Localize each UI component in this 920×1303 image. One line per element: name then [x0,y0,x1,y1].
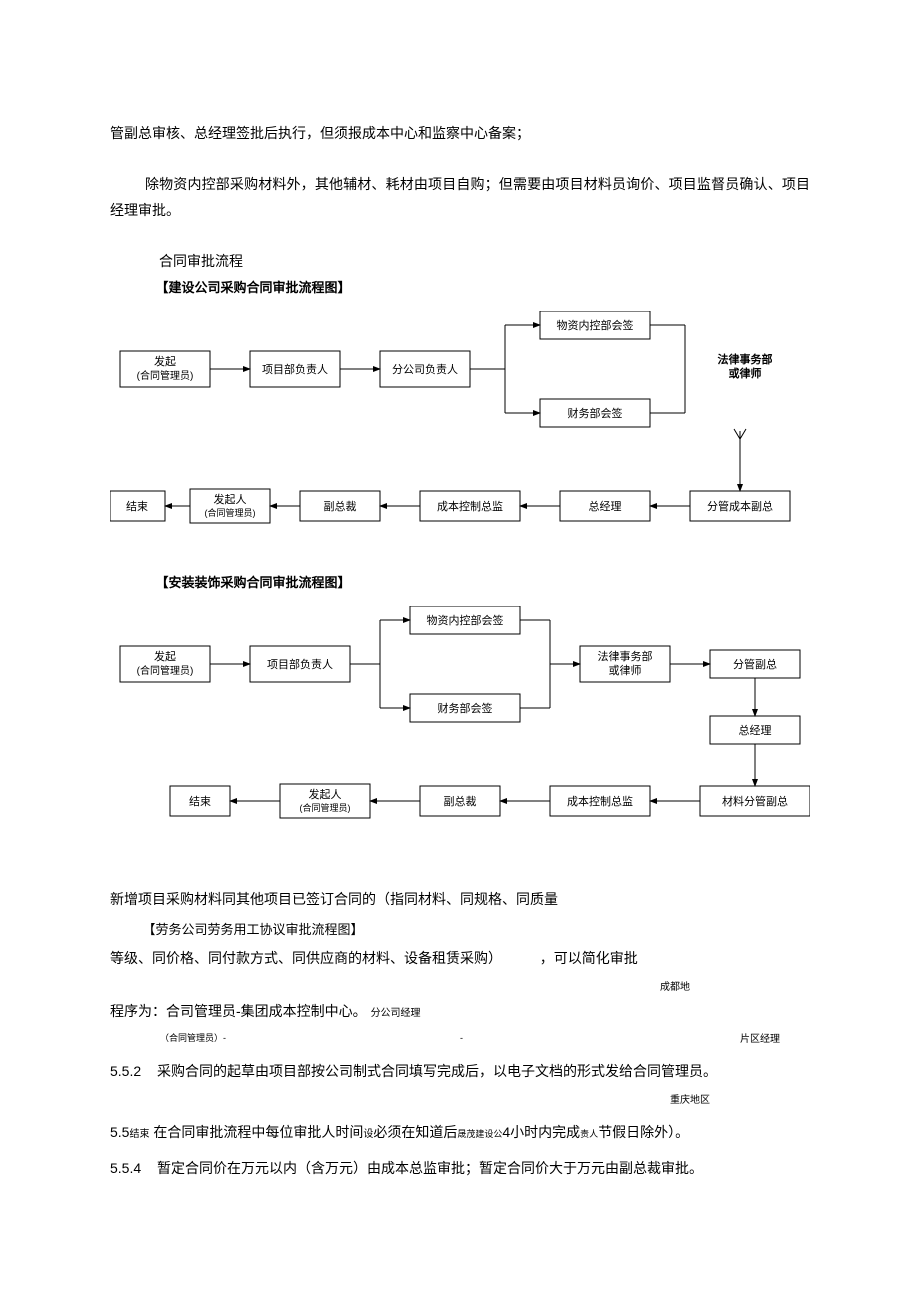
flowchart-1: 发起 (合同管理员) 项目部负责人 分公司负责人 物资内控部会签 财务部会签 法… [110,311,810,541]
f2-b6a: 法律事务部 [598,649,653,663]
mix3b: 分公司经理 [371,1008,421,1019]
f2-r5b: (合同管理员) [300,802,351,813]
p553d: 设 [363,1129,373,1140]
f1-r3: 成本控制总监 [437,499,503,513]
f1-r4: 副总裁 [324,499,357,513]
label-chongqing: 重庆地区 [670,1091,710,1110]
mix2a: 等级、同价格、同付款方式、同供应商的材料、设备租赁采购） [110,950,502,966]
mix2b: ，可以简化审批 [540,950,638,966]
mix3e: - [460,1030,463,1047]
f1-b1a: 发起 [154,354,176,368]
section-approval-title: 合同审批流程 [159,248,810,275]
p553e: 必须在知道后 [373,1124,457,1140]
p554-text: 暂定合同价在万元以内（含万元）由成本总监审批；暂定合同价大于万元由副总裁审批。 [157,1160,703,1176]
f2-r4: 副总裁 [444,794,477,808]
f2-b5: 财务部会签 [438,701,493,715]
f1-b1b: (合同管理员) [137,369,194,382]
f2-b2: 项目部负责人 [267,657,333,671]
f1-r6: 结束 [126,500,148,513]
p552-text: 采购合同的起草由项目部按公司制式合同填写完成后，以电子文档的形式发给合同管理员。 [157,1063,717,1079]
p553h: 责人 [580,1129,598,1139]
mix3f: 片区经理 [740,1030,780,1049]
p553i: 节假日除外）。 [598,1124,689,1140]
f1-b2: 项目部负责人 [262,362,328,376]
f1-b3: 分公司负责人 [392,362,458,376]
paragraph-2: 除物资内控部采购材料外，其他辅材、耗材由项目自购；但需要由项目材料员询价、项目监… [110,171,810,224]
mix-line-2: 等级、同价格、同付款方式、同供应商的材料、设备租赁采购） ，可以简化审批 [110,945,810,972]
f1-r2: 总经理 [589,499,622,513]
p553a: 5.5 [110,1124,129,1140]
mix-line-3: 程序为：合司管理员-集团成本控制中心。 分公司经理 [110,998,810,1025]
flow3-title: 【劳务公司劳务用工协议审批流程图】 [143,918,811,943]
f1-b6b: 或律师 [729,366,762,380]
f2-b4: 物资内控部会签 [427,613,504,627]
f1-b4: 物资内控部会签 [557,318,634,332]
mix3d: （合同管理员）- [160,1030,226,1047]
p553g: 4小时内完成 [502,1124,580,1140]
f1-r5b: (合同管理员) [205,507,256,518]
flow1-title: 【建设公司采购合同审批流程图】 [156,276,811,301]
f1-r1: 分管成本副总 [707,499,773,513]
p553b: 结束 [129,1129,149,1140]
f2-r6: 结束 [189,795,211,808]
p554: 5.5.4 暂定合同价在万元以内（含万元）由成本总监审批；暂定合同价大于万元由副… [110,1155,810,1182]
f2-b1b: (合同管理员) [137,664,194,677]
p554-num: 5.5.4 [110,1160,141,1176]
f1-r5a: 发起人 [214,492,247,506]
flow2-title: 【安装装饰采购合同审批流程图】 [156,571,811,596]
label-chengdu: 成都地 [660,978,690,997]
paragraph-1: 管副总审核、总经理签批后执行，但须报成本中心和监察中心备案； [110,120,810,147]
f1-b6a: 法律事务部 [718,352,773,366]
f2-r3: 成本控制总监 [567,794,633,808]
p553c: 在合同审批流程中每位审批人时间 [149,1124,363,1140]
p553f: 晟茂建设公 [457,1129,502,1139]
mix-line-1: 新增项目采购材料同其他项目已签订合同的（指同材料、同规格、同质量 [110,886,810,913]
f2-r5a: 发起人 [309,787,342,801]
f2-b7: 分管副总 [733,657,777,671]
p552-line1: 5.5.2 采购合同的起草由项目部按公司制式合同填写完成后，以电子文档的形式发给… [110,1058,810,1085]
p553: 5.5结束 在合同审批流程中每位审批人时间设必须在知道后晟茂建设公4小时内完成责… [110,1119,810,1146]
f2-b1a: 发起 [154,649,176,663]
f2-r1: 材料分管副总 [722,794,788,808]
mix3a: 程序为：合司管理员-集团成本控制中心。 [110,1003,367,1019]
p552-num: 5.5.2 [110,1063,141,1079]
f2-b6b: 或律师 [609,664,642,677]
f2-b8: 总经理 [739,723,772,737]
f1-b5: 财务部会签 [568,406,623,420]
flowchart-2: 发起 (合同管理员) 项目部负责人 物资内控部会签 财务部会签 法律事务部 或律… [110,606,810,856]
